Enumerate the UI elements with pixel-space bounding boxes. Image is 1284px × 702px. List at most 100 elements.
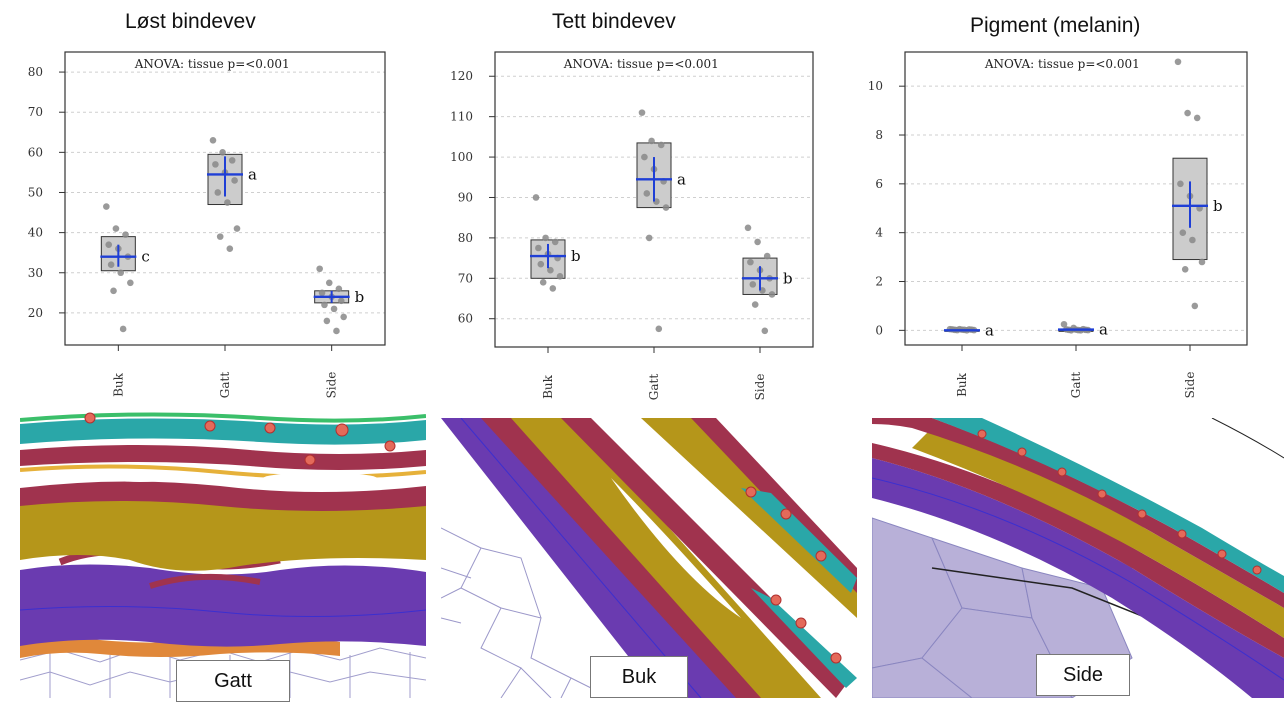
data-point <box>333 327 340 335</box>
data-point <box>337 297 345 305</box>
data-point <box>643 190 651 197</box>
boxplot-chart-pigment: 0 2 4 6 8 10 ANOVA: tissue p=<0.001 a Buk a Gatt b S… <box>868 51 1248 399</box>
data-point <box>763 252 771 260</box>
data-point <box>539 279 547 286</box>
panel-title-pigment: Pigment (melanin) <box>970 14 1141 37</box>
x-tick-label: Gatt <box>1069 372 1083 399</box>
data-point <box>103 203 110 210</box>
image-label-buk: Buk <box>590 656 688 698</box>
significance-letter: b <box>1213 197 1223 215</box>
anova-annotation: ANOVA: tissue p=<0.001 <box>134 57 290 71</box>
data-point <box>744 224 752 232</box>
data-point <box>648 137 655 145</box>
boxplot-chart-loost-bindevev: 20 30 40 50 60 70 80 ANOVA: tissue p=<0.001 c Buk… <box>28 51 386 399</box>
data-point <box>768 291 776 298</box>
data-point <box>537 260 545 268</box>
y-tick-label: 30 <box>28 266 43 280</box>
data-point <box>110 287 117 295</box>
data-point <box>535 244 542 252</box>
y-tick-label: 0 <box>875 323 883 337</box>
histology-image-side <box>872 418 1284 698</box>
data-point <box>1193 114 1201 122</box>
y-tick-label: 60 <box>458 312 473 326</box>
x-tick-label: Buk <box>955 372 969 397</box>
panel-title-loost-bindevev: Løst bindevev <box>125 10 256 33</box>
y-tick-label: 100 <box>450 150 473 164</box>
data-point <box>214 189 222 196</box>
anova-annotation: ANOVA: tissue p=<0.001 <box>563 57 719 71</box>
image-label-side: Side <box>1036 654 1130 696</box>
y-tick-label: 2 <box>875 275 883 289</box>
data-point <box>754 238 761 246</box>
data-point <box>318 289 326 297</box>
y-tick-label: 70 <box>28 105 43 119</box>
data-point <box>645 234 653 242</box>
data-point <box>1191 302 1199 310</box>
data-point <box>1198 258 1206 266</box>
y-tick-label: 10 <box>868 79 883 93</box>
y-tick-label: 50 <box>28 185 43 199</box>
y-tick-label: 80 <box>28 65 43 79</box>
data-point <box>549 285 557 292</box>
data-point <box>655 325 663 333</box>
x-tick-label: Gatt <box>647 374 661 401</box>
data-point <box>340 313 347 321</box>
data-point <box>127 279 134 287</box>
data-point <box>122 231 129 238</box>
y-tick-label: 120 <box>450 69 473 83</box>
y-tick-label: 6 <box>875 177 883 191</box>
data-point <box>321 301 328 309</box>
data-point <box>1174 58 1182 66</box>
y-tick-label: 90 <box>458 190 473 204</box>
significance-letter: a <box>248 165 257 183</box>
data-point <box>751 301 759 308</box>
data-point <box>662 204 670 211</box>
data-point <box>107 261 115 269</box>
x-tick-label: Side <box>753 374 767 401</box>
data-point <box>325 279 333 287</box>
image-label-gatt: Gatt <box>176 660 290 702</box>
data-point <box>212 161 219 168</box>
data-point <box>112 225 120 232</box>
boxplot-chart-tett-bindevev: 60 70 80 90 100 110 120 ANOVA: tissue p=<0.001 b… <box>450 51 814 401</box>
data-point <box>1189 236 1196 244</box>
y-tick-label: 20 <box>28 306 43 320</box>
data-point <box>224 199 231 206</box>
anova-annotation: ANOVA: tissue p=<0.001 <box>984 57 1140 71</box>
data-point <box>330 305 338 313</box>
significance-letter: b <box>571 247 581 265</box>
data-point <box>638 109 646 116</box>
data-point <box>117 269 125 277</box>
data-point <box>556 272 564 280</box>
x-tick-label: Side <box>325 372 339 399</box>
data-point <box>105 241 113 248</box>
data-point <box>657 141 665 149</box>
x-tick-label: Buk <box>111 372 125 397</box>
data-point <box>551 238 559 246</box>
data-point <box>641 153 648 161</box>
data-point <box>316 265 323 273</box>
data-point <box>542 234 549 242</box>
data-point <box>749 281 757 288</box>
histology-image-buk <box>441 418 857 698</box>
histology-image-gatt <box>20 410 426 698</box>
data-point <box>209 137 217 144</box>
significance-letter: b <box>783 269 793 287</box>
y-tick-label: 4 <box>875 226 883 240</box>
data-point <box>1177 180 1184 188</box>
data-point <box>747 258 754 266</box>
significance-letter: b <box>355 288 365 306</box>
data-point <box>532 194 540 201</box>
data-point <box>1060 320 1068 328</box>
x-tick-label: Side <box>1183 372 1197 399</box>
data-point <box>1181 266 1189 273</box>
box <box>1172 157 1208 261</box>
data-point <box>228 157 236 164</box>
y-tick-label: 8 <box>875 128 883 142</box>
panel-title-tett-bindevev: Tett bindevev <box>552 10 676 33</box>
data-point <box>226 245 234 252</box>
data-point <box>761 327 769 335</box>
y-tick-label: 60 <box>28 145 43 159</box>
significance-letter: a <box>677 170 686 188</box>
significance-letter: c <box>141 248 149 266</box>
